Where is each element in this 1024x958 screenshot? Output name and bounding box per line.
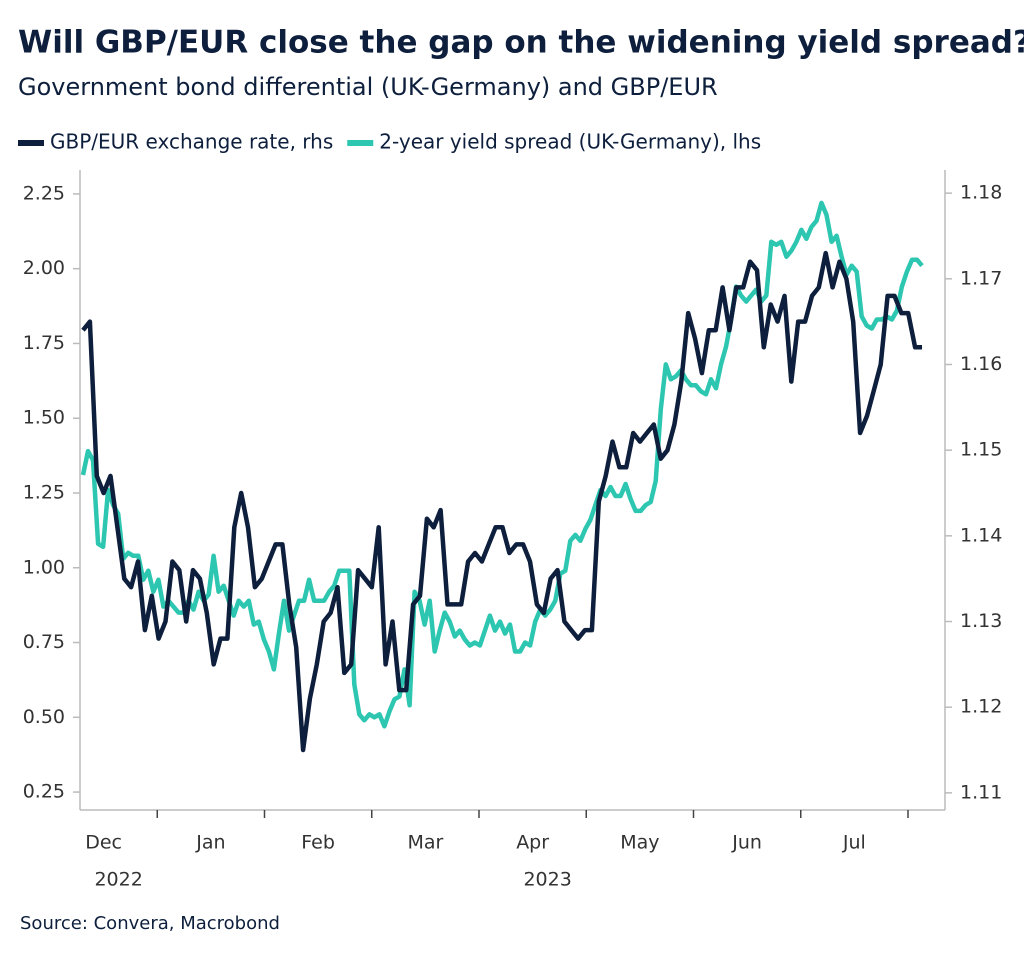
x-tick-label: Mar	[407, 832, 443, 854]
y-tick-label: 1.00	[23, 556, 65, 578]
x-tick-label: Jun	[731, 832, 762, 854]
y2-tick-label: 1.13	[960, 610, 1002, 632]
y2-tick-label: 1.18	[960, 182, 1002, 204]
y-tick-label: 2.25	[23, 182, 65, 204]
x-year-label: 2022	[94, 869, 142, 891]
y-tick-label: 0.50	[23, 706, 65, 728]
x-tick-label: Apr	[516, 832, 549, 854]
y-tick-label: 1.50	[23, 407, 65, 429]
y2-tick-label: 1.12	[960, 696, 1002, 718]
x-tick-label: Feb	[301, 832, 335, 854]
x-tick-label: May	[620, 832, 659, 854]
series-line	[81, 250, 922, 753]
x-tick-label: Dec	[85, 832, 122, 854]
y2-tick-label: 1.14	[960, 524, 1002, 546]
series-line	[80, 200, 924, 729]
source-note: Source: Convera, Macrobond	[20, 913, 280, 934]
y-tick-label: 1.75	[23, 332, 65, 354]
chart-subtitle: Government bond differential (UK-Germany…	[18, 73, 718, 101]
legend: GBP/EUR exchange rate, rhs 2-year yield s…	[18, 130, 761, 154]
x-year-label: 2023	[523, 869, 571, 891]
y2-tick-label: 1.15	[960, 439, 1002, 461]
y2-tick-label: 1.11	[960, 781, 1002, 803]
x-tick-label: Jan	[195, 832, 225, 854]
x-tick-label: Jul	[842, 832, 866, 854]
y2-tick-label: 1.17	[960, 267, 1002, 289]
y-tick-label: 1.25	[23, 481, 65, 503]
y2-tick-label: 1.16	[960, 353, 1002, 375]
chart-title: Will GBP/EUR close the gap on the wideni…	[18, 25, 1024, 61]
y-tick-label: 0.25	[23, 781, 65, 803]
legend-label: 2-year yield spread (UK-Germany), lhs	[379, 130, 761, 154]
y-tick-label: 2.00	[23, 257, 65, 279]
legend-label: GBP/EUR exchange rate, rhs	[50, 130, 333, 154]
y-tick-label: 0.75	[23, 631, 65, 653]
